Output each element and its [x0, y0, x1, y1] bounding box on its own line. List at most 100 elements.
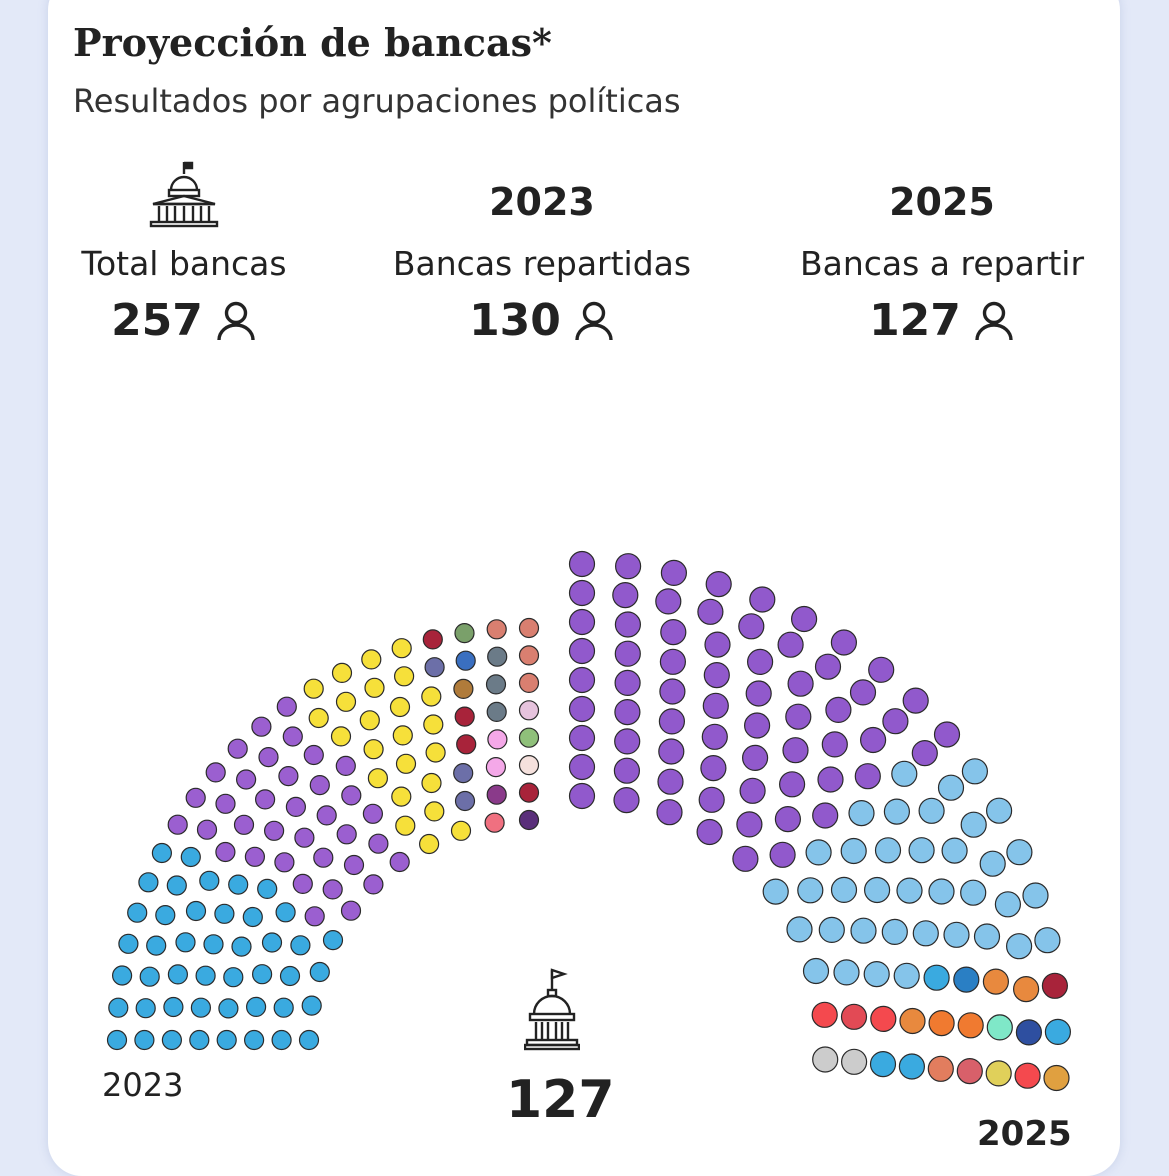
seat-right-64: [769, 841, 796, 868]
seat-right-71: [883, 798, 911, 825]
seat-left-20: [223, 967, 244, 988]
seat-left-37: [242, 906, 263, 928]
seat-left-40: [322, 929, 344, 951]
page-subtitle: Resultados por agrupaciones políticas: [73, 82, 681, 120]
seat-right-86: [818, 916, 845, 944]
seat-left-73: [282, 726, 303, 747]
seat-left-118: [486, 701, 507, 723]
seat-left-26: [203, 934, 224, 955]
seat-right-104: [923, 964, 950, 991]
seat-right-14: [614, 698, 641, 726]
seat-right-95: [912, 920, 939, 947]
seat-right-106: [982, 968, 1010, 995]
seat-left-117: [487, 729, 508, 750]
seat-left-23: [146, 935, 167, 956]
seat-right-6: [568, 724, 596, 752]
seat-right-101: [1034, 927, 1061, 954]
seat-left-31: [261, 932, 283, 953]
seat-left-113: [454, 622, 475, 644]
seat-right-111: [870, 1005, 897, 1033]
seat-left-13: [246, 996, 267, 1018]
seat-right-107: [1041, 972, 1069, 999]
seat-right-97: [943, 921, 970, 948]
seat-left-123: [518, 645, 540, 666]
capitol-dome-icon: [524, 968, 580, 1051]
seat-left-1: [134, 1029, 155, 1051]
seat-right-121: [956, 1057, 983, 1085]
stat-year: 2023: [489, 180, 595, 224]
seat-left-120: [487, 646, 508, 667]
seat-left-63: [227, 738, 248, 759]
seat-left-22: [252, 964, 273, 985]
seat-left-101: [425, 742, 446, 763]
person-icon: [217, 301, 255, 340]
seat-left-52: [274, 852, 295, 873]
seat-left-77: [341, 785, 362, 806]
seat-left-38: [199, 870, 220, 891]
seat-left-21: [118, 933, 139, 954]
seat-left-6: [271, 1029, 292, 1051]
seat-right-93: [1022, 882, 1049, 909]
seat-right-36: [700, 754, 727, 782]
seat-left-34: [214, 903, 235, 924]
seat-right-113: [928, 1009, 955, 1037]
seat-right-65: [933, 721, 961, 748]
seat-right-66: [911, 739, 938, 767]
seat-left-8: [108, 997, 129, 1018]
seat-right-81: [960, 811, 987, 838]
seat-right-126: [812, 1046, 839, 1073]
seat-left-47: [215, 841, 236, 863]
seat-left-79: [362, 803, 383, 824]
seat-right-40: [698, 786, 725, 813]
seat-left-39: [151, 842, 173, 864]
seat-right-46: [814, 653, 842, 680]
stat-year: 2025: [889, 180, 995, 224]
seat-right-42: [787, 670, 814, 697]
seat-right-18: [660, 559, 688, 587]
seat-right-21: [659, 648, 687, 675]
seat-left-126: [518, 727, 540, 748]
seat-left-92: [395, 753, 417, 774]
seat-right-118: [1043, 1064, 1070, 1092]
seat-left-53: [340, 900, 362, 921]
seat-right-98: [973, 923, 1001, 950]
seat-right-25: [697, 598, 724, 625]
seat-right-87: [1006, 839, 1033, 866]
seat-left-33: [138, 872, 159, 893]
seat-left-35: [290, 935, 311, 956]
seat-left-50: [292, 873, 313, 895]
seat-left-111: [453, 678, 474, 700]
seat-right-108: [1012, 975, 1040, 1003]
seat-right-84: [786, 916, 813, 943]
seat-left-24: [279, 965, 301, 987]
seat-right-61: [882, 708, 909, 735]
seat-left-54: [233, 814, 255, 835]
seat-left-59: [313, 847, 334, 868]
seat-left-86: [335, 691, 357, 712]
seat-left-121: [486, 619, 507, 640]
seat-right-53: [849, 679, 877, 706]
seat-right-4: [568, 666, 596, 694]
seat-left-36: [166, 875, 187, 896]
seat-left-99: [394, 666, 415, 687]
stat-value: 127: [869, 295, 961, 346]
seat-left-12: [218, 998, 239, 1019]
seat-right-62: [854, 763, 881, 790]
seat-left-17: [139, 966, 160, 987]
seat-right-76: [797, 877, 824, 904]
seat-right-17: [613, 786, 640, 814]
seat-left-61: [255, 789, 276, 810]
seat-left-55: [322, 879, 343, 900]
seat-right-2: [568, 608, 596, 636]
seat-right-125: [840, 1048, 868, 1075]
seat-left-7: [298, 1029, 320, 1051]
seat-left-70: [336, 824, 357, 845]
seat-right-31: [702, 692, 729, 719]
seat-left-48: [196, 819, 218, 840]
seat-right-96: [802, 957, 830, 985]
seat-left-125: [518, 700, 540, 721]
seat-left-0: [106, 1029, 128, 1051]
seat-right-122: [927, 1055, 954, 1082]
seat-left-80: [335, 755, 356, 777]
seat-left-32: [185, 900, 207, 922]
